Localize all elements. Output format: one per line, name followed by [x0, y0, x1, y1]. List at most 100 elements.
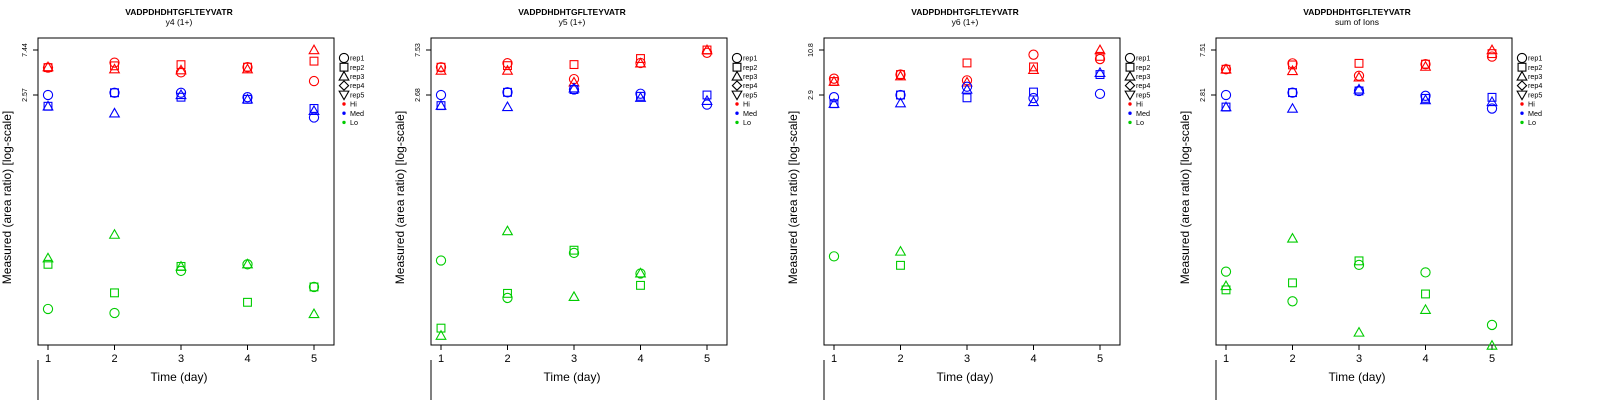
data-point: [828, 251, 840, 262]
legend-label: rep1: [743, 54, 757, 63]
data-point: [1288, 60, 1297, 70]
legend-label: rep2: [1136, 63, 1150, 72]
data-point: [828, 73, 840, 84]
legend-label: rep1: [350, 54, 364, 63]
legend-marker: [1124, 80, 1136, 91]
data-point: [309, 282, 319, 292]
data-point: [42, 89, 54, 101]
data-point: [1420, 90, 1431, 101]
data-point: [962, 58, 972, 68]
legend-label: Hi: [1136, 100, 1143, 109]
legend-marker: [1516, 90, 1528, 101]
x-tick-label: 1: [45, 353, 51, 365]
x-tick-label: 1: [438, 353, 444, 365]
legend-label: Med: [743, 109, 757, 118]
x-tick-label: 3: [964, 353, 970, 365]
legend-marker: [1520, 111, 1524, 115]
data-point: [1095, 51, 1105, 61]
data-point: [1353, 83, 1365, 94]
data-point: [503, 87, 512, 97]
data-point: [501, 225, 514, 236]
y-axis-label: Measured (area ratio) [log-scale]: [1178, 111, 1192, 284]
data-point: [175, 87, 187, 98]
data-point: [175, 64, 187, 75]
y-tick-label: 7.53: [415, 43, 422, 57]
data-point: [701, 44, 713, 55]
legend-label: rep2: [1528, 63, 1542, 72]
x-tick-label: 2: [1289, 353, 1295, 365]
legend-label: Hi: [743, 100, 750, 109]
data-point: [894, 97, 907, 108]
legend-marker: [1124, 70, 1136, 81]
x-axis-label: Time (day): [544, 370, 601, 384]
x-tick-label: 5: [311, 353, 317, 365]
data-point: [828, 92, 840, 103]
x-axis-label: Time (day): [1329, 370, 1386, 384]
x-tick-label: 3: [571, 353, 577, 365]
legend-label: rep2: [743, 63, 757, 72]
data-point: [1486, 319, 1498, 331]
data-point: [1420, 267, 1431, 278]
data-point: [435, 329, 447, 340]
data-point: [42, 252, 54, 263]
data-point: [175, 260, 187, 271]
x-axis-label: Time (day): [937, 370, 994, 384]
legend-label: rep2: [350, 63, 364, 72]
legend-label: rep5: [1136, 90, 1150, 99]
data-point: [1286, 102, 1299, 113]
data-point: [1486, 95, 1498, 107]
data-point: [1029, 62, 1038, 72]
legend-marker: [735, 120, 739, 125]
y-tick-label: 7.44: [22, 43, 29, 57]
x-tick-label: 2: [504, 353, 510, 365]
legend-marker: [338, 80, 350, 91]
y-tick-label: 2.81: [1200, 88, 1207, 102]
data-point: [241, 93, 254, 104]
x-tick-label: 2: [111, 353, 117, 365]
legend-marker: [342, 111, 346, 115]
data-point: [634, 267, 647, 278]
data-point: [568, 84, 580, 95]
data-point: [501, 64, 514, 75]
plot-frame: [37, 37, 335, 346]
y-tick-label: 2.57: [22, 88, 29, 102]
data-point: [828, 97, 840, 108]
legend-label: rep3: [1136, 72, 1150, 81]
data-point: [702, 90, 712, 100]
data-point: [502, 292, 513, 304]
data-point: [1486, 339, 1498, 350]
data-point: [828, 75, 840, 86]
data-point: [42, 303, 54, 315]
data-point: [241, 258, 254, 269]
legend-marker: [1124, 90, 1136, 101]
legend-label: Lo: [1136, 118, 1144, 127]
data-point: [894, 70, 907, 81]
legend-label: Hi: [350, 100, 357, 109]
x-tick-label: 1: [831, 353, 837, 365]
x-tick-label: 3: [1356, 353, 1362, 365]
chart-title: VADPDHDHTGFLTEYVATR: [125, 7, 233, 17]
legend-marker: [731, 52, 743, 64]
x-tick-label: 4: [244, 353, 250, 365]
legend-marker: [338, 70, 350, 81]
x-tick-label: 3: [178, 353, 184, 365]
data-point: [1220, 63, 1232, 74]
data-point: [1419, 60, 1432, 71]
data-point: [108, 107, 121, 118]
legend-marker: [1128, 111, 1132, 115]
x-tick-label: 5: [704, 353, 710, 365]
legend-label: rep3: [1528, 72, 1542, 81]
data-point: [1421, 59, 1430, 69]
data-point: [634, 91, 647, 102]
legend-marker: [1516, 80, 1528, 91]
chart-title: VADPDHDHTGFLTEYVATR: [518, 7, 626, 17]
data-point: [569, 245, 579, 255]
data-point: [1288, 88, 1297, 98]
y-tick-label: 2.9: [808, 90, 815, 100]
plot-frame: [823, 37, 1121, 346]
chart-subtitle: sum of Ions: [1335, 17, 1379, 27]
data-point: [503, 288, 512, 298]
legend-marker: [735, 102, 739, 106]
